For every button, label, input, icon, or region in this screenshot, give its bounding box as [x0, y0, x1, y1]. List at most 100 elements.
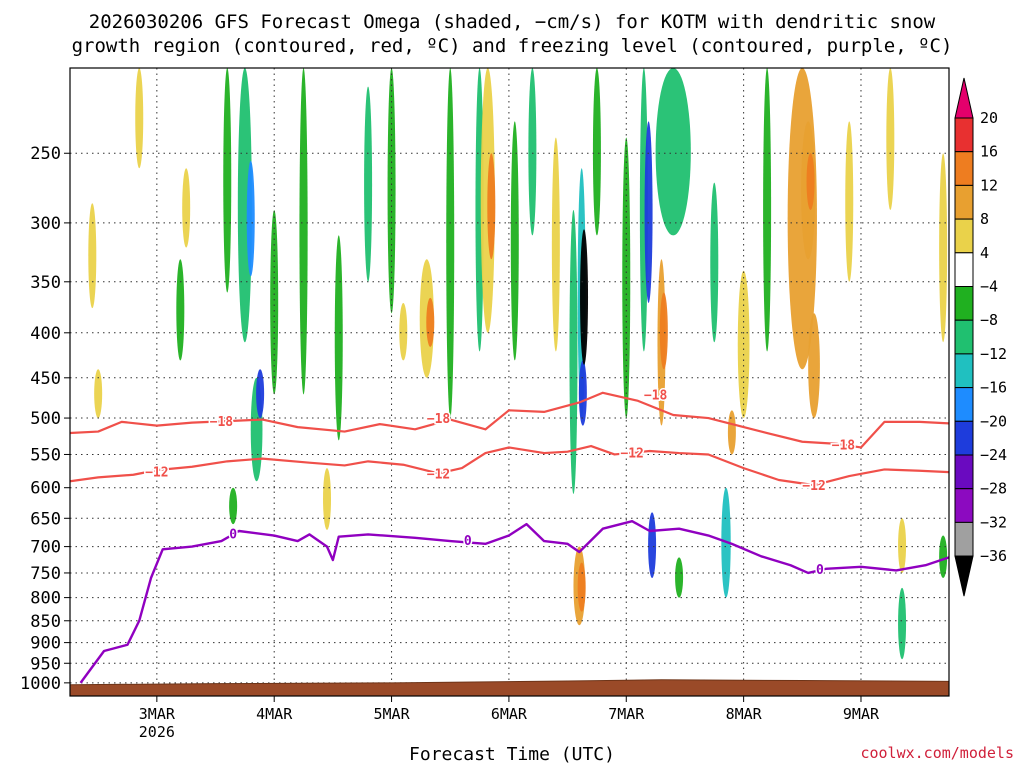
omega-cell: [135, 68, 144, 169]
omega-cell: [510, 121, 519, 361]
x-tick-sublabel: 2026: [139, 723, 175, 741]
plot-frame: [69, 67, 950, 697]
omega-cell: [845, 121, 854, 282]
omega-cell: [256, 369, 265, 419]
colorbar-bottom-arrow: [954, 555, 974, 597]
omega-cell: [176, 259, 185, 361]
omega-cell: [569, 209, 578, 495]
plot-grid: [70, 68, 949, 696]
y-tick-label: 700: [30, 538, 61, 558]
omega-cell: [648, 512, 657, 579]
colorbar-segment: [954, 488, 974, 523]
omega-cell: [808, 313, 820, 419]
colorbar-label: −12: [980, 345, 1007, 363]
contour-minus12: [70, 444, 949, 487]
x-tick-label: 6MAR: [491, 705, 528, 723]
omega-cell: [334, 235, 343, 441]
contour-minus12-label: −12: [145, 465, 168, 480]
y-tick-label: 250: [30, 144, 61, 164]
omega-cell: [246, 160, 255, 277]
y-tick-label: 950: [30, 654, 61, 674]
omega-cell: [577, 562, 586, 612]
omega-cell: [387, 68, 396, 314]
terrain-fill: [70, 679, 949, 696]
omega-cell: [399, 303, 408, 361]
omega-cell: [487, 153, 496, 260]
freezing-level-line: [79, 520, 949, 684]
omega-cell: [182, 168, 191, 248]
omega-cell: [644, 121, 653, 304]
colorbar-label: −20: [980, 412, 1007, 430]
omega-cell: [229, 487, 238, 525]
omega-cell: [578, 360, 587, 426]
colorbar-label: −32: [980, 513, 1007, 531]
colorbar-segment: [954, 218, 974, 254]
x-axis-label: Forecast Time (UTC): [409, 744, 615, 765]
colorbar-segment: [954, 420, 974, 456]
omega-cell: [364, 86, 373, 282]
colorbar-segment: [954, 252, 974, 288]
y-tick-label: 300: [30, 214, 61, 234]
colorbar-label: 20: [980, 109, 998, 127]
omega-cell: [323, 468, 332, 530]
y-tick-label: 450: [30, 369, 61, 389]
omega-cell: [898, 587, 907, 660]
colorbar-label: 4: [980, 244, 989, 262]
x-tick-label: 7MAR: [608, 705, 645, 723]
colorbar-label: 12: [980, 176, 998, 194]
omega-cell: [939, 153, 948, 343]
colorbar-label: −4: [980, 278, 998, 296]
colorbar-segment: [954, 319, 974, 355]
contour-minus18-label: −18: [427, 412, 451, 427]
omega-cell: [270, 209, 279, 395]
omega-cell: [237, 68, 252, 343]
contour-minus12-label: −12: [802, 479, 825, 494]
colorbar-segment: [954, 353, 974, 389]
omega-cell: [223, 68, 232, 293]
chart-title-line2: growth region (contoured, red, ºC) and f…: [71, 35, 953, 57]
colorbar-segment: [954, 454, 974, 490]
x-tick-label: 5MAR: [373, 705, 410, 723]
colorbar-label: −28: [980, 480, 1007, 498]
omega-cell: [88, 203, 97, 309]
y-axis: 2503003504004505005506006507007508008509…: [20, 144, 70, 694]
y-tick-label: 800: [30, 589, 61, 609]
x-tick-label: 9MAR: [843, 705, 880, 723]
colorbar-segment: [954, 521, 974, 557]
freezing-level-label: 0: [464, 534, 472, 549]
x-tick-label: 8MAR: [726, 705, 763, 723]
chart-title-line1: 2026030206 GFS Forecast Omega (shaded, −…: [88, 11, 936, 33]
omega-cell: [446, 68, 455, 419]
omega-cell: [94, 369, 103, 419]
colorbar-label: −24: [980, 446, 1007, 464]
omega-cell: [710, 182, 719, 343]
omega-cell: [898, 518, 907, 573]
freezing-level-label: 0: [229, 527, 237, 542]
colorbar-segment: [954, 387, 974, 422]
y-tick-label: 850: [30, 612, 61, 632]
omega-cell: [806, 153, 815, 210]
omega-cell: [675, 557, 684, 598]
y-tick-label: 500: [30, 409, 61, 429]
omega-cell: [886, 68, 895, 210]
contour-minus18-label: −18: [832, 439, 856, 454]
omega-cell: [659, 292, 668, 370]
omega-cell: [426, 297, 435, 347]
contour-lines: −18 −18 −18 −18 −12 −12 −12 −12 0 0 0: [70, 387, 949, 684]
colorbar-label: 16: [980, 143, 998, 161]
omega-cell: [727, 410, 736, 455]
site-credit[interactable]: coolwx.com/models: [860, 744, 1014, 762]
omega-cell: [639, 68, 648, 352]
y-tick-label: 900: [30, 634, 61, 654]
contour-minus12-label: −12: [620, 446, 643, 461]
omega-cell: [528, 68, 537, 236]
contour-minus18-label: −18: [210, 415, 234, 430]
omega-cell: [763, 68, 772, 352]
omega-cell: [299, 68, 308, 395]
colorbar-label: −16: [980, 379, 1007, 397]
terrain-surface: [70, 679, 949, 696]
colorbar-label: −8: [980, 311, 998, 329]
colorbar-top-arrow: [954, 77, 974, 119]
freezing-level-label: 0: [816, 563, 824, 578]
